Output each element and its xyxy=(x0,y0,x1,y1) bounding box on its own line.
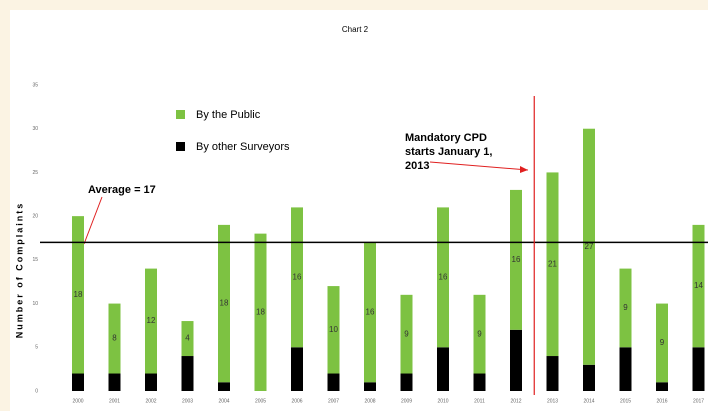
bar-segment xyxy=(619,268,632,348)
x-tick-label: 2017 xyxy=(693,398,704,404)
x-tick-label: 2010 xyxy=(437,398,448,404)
arrow xyxy=(83,196,103,245)
bar-segment xyxy=(218,224,230,383)
average-label: Average = 17 xyxy=(88,184,156,196)
y-tick-label: 0 xyxy=(35,388,38,394)
bar-segment xyxy=(364,242,376,383)
bar-segment xyxy=(145,373,157,391)
bar-segment xyxy=(510,329,522,391)
legend-swatch xyxy=(176,110,185,119)
data-label: 14 xyxy=(694,281,703,290)
bar-segment xyxy=(181,321,194,357)
x-tick-label: 2012 xyxy=(510,398,521,404)
x-tick-label: 2014 xyxy=(583,398,594,404)
bar-segment xyxy=(400,373,413,391)
data-label: 16 xyxy=(512,255,521,264)
bar-segment xyxy=(327,373,340,391)
bar-segment xyxy=(327,286,340,374)
x-tick-label: 2008 xyxy=(364,398,375,404)
data-label: 16 xyxy=(366,307,375,316)
bar-segment xyxy=(473,373,486,391)
y-tick-label: 25 xyxy=(32,170,38,176)
legend-label: By other Surveyors xyxy=(196,141,290,153)
annotation: Mandatory CPD xyxy=(405,132,487,144)
bar-segment xyxy=(181,356,194,391)
data-label: 12 xyxy=(147,316,156,325)
bar-segment xyxy=(583,128,595,365)
bar-segment xyxy=(72,216,84,374)
data-label: 8 xyxy=(112,334,117,343)
bar-segment xyxy=(692,224,705,348)
bar-segment xyxy=(473,294,486,374)
data-label: 18 xyxy=(74,290,83,299)
y-tick-label: 35 xyxy=(32,82,38,88)
bar-segment xyxy=(108,373,121,391)
y-tick-label: 20 xyxy=(32,213,38,219)
bar-segment xyxy=(145,268,157,374)
bar-segment xyxy=(546,172,559,357)
bar-segment xyxy=(437,347,449,391)
x-tick-label: 2003 xyxy=(182,398,193,404)
data-label: 9 xyxy=(404,329,409,338)
annotation: starts January 1, xyxy=(405,146,492,158)
legend-swatch xyxy=(176,142,185,151)
bar-segment xyxy=(218,382,230,391)
bar-segment xyxy=(108,303,121,374)
arrow xyxy=(429,161,529,171)
bar-segment xyxy=(546,356,559,391)
x-tick-label: 2011 xyxy=(474,398,485,404)
x-tick-label: 2007 xyxy=(328,398,339,404)
x-tick-label: 2002 xyxy=(145,398,156,404)
chart-title: Chart 2 xyxy=(342,25,369,34)
x-tick-label: 2005 xyxy=(255,398,266,404)
bar-segment xyxy=(400,294,413,374)
bar-segment xyxy=(291,347,303,391)
data-label: 10 xyxy=(329,325,338,334)
data-label: 21 xyxy=(548,259,557,268)
x-tick-label: 2001 xyxy=(109,398,120,404)
x-tick-label: 2004 xyxy=(218,398,229,404)
bar-segment xyxy=(656,382,668,391)
x-tick-label: 2009 xyxy=(401,398,412,404)
data-label: 27 xyxy=(585,242,594,251)
y-tick-label: 10 xyxy=(32,301,38,307)
bar-segment xyxy=(510,189,522,330)
bar-segment xyxy=(364,382,376,391)
data-label: 18 xyxy=(256,307,265,316)
data-label: 16 xyxy=(293,272,302,281)
bar-segment xyxy=(72,373,84,391)
y-tick-label: 5 xyxy=(35,345,38,351)
data-label: 18 xyxy=(220,299,229,308)
data-label: 9 xyxy=(477,329,482,338)
bar-segment xyxy=(656,303,668,383)
y-tick-label: 30 xyxy=(32,126,38,132)
x-tick-label: 2013 xyxy=(547,398,558,404)
annotation: 2013 xyxy=(405,160,429,172)
legend-label: By the Public xyxy=(196,109,261,121)
x-tick-label: 2006 xyxy=(291,398,302,404)
data-label: 4 xyxy=(185,334,190,343)
y-axis-label: Number of Complaints xyxy=(14,202,24,339)
arrow-head xyxy=(520,166,528,173)
bar-segment xyxy=(254,233,267,391)
data-label: 9 xyxy=(660,338,665,347)
bar-segment xyxy=(583,364,595,391)
y-tick-label: 15 xyxy=(32,257,38,263)
x-tick-label: 2015 xyxy=(620,398,631,404)
data-label: 9 xyxy=(623,303,628,312)
x-tick-label: 2016 xyxy=(656,398,667,404)
data-label: 16 xyxy=(439,272,448,281)
x-tick-label: 2000 xyxy=(72,398,83,404)
bar-segment xyxy=(619,347,632,391)
bar-segment xyxy=(692,347,705,391)
